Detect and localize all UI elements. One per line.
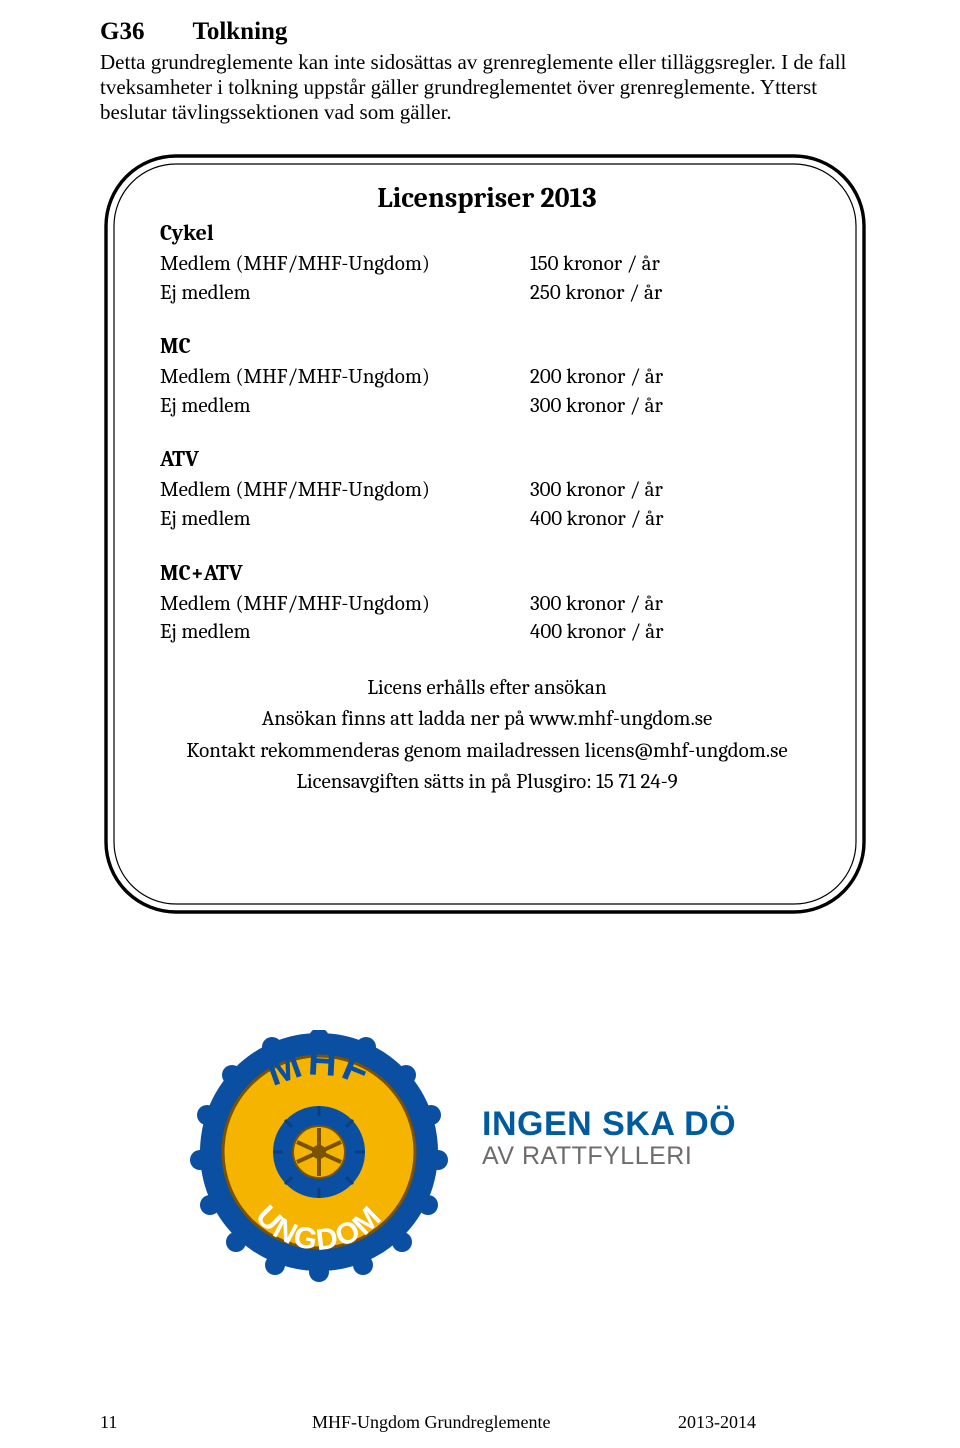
license-footer-line: Kontakt rekommenderas genom mailadressen… — [160, 736, 814, 768]
license-footer: Licens erhålls efter ansökan Ansökan fin… — [160, 673, 814, 799]
row-left: Ej medlem — [160, 392, 530, 421]
license-footer-line: Licens erhålls efter ansökan — [160, 673, 814, 705]
group-cykel: Cykel Medlem (MHF/MHF-Ungdom)150 kronor … — [160, 220, 814, 307]
row-left: Ej medlem — [160, 618, 530, 647]
group-mcatv: MC+ATV Medlem (MHF/MHF-Ungdom)300 kronor… — [160, 560, 814, 647]
row-right: 300 kronor / år — [530, 590, 663, 619]
price-row: Medlem (MHF/MHF-Ungdom)300 kronor / år — [160, 590, 814, 619]
price-row: Ej medlem400 kronor / år — [160, 505, 814, 534]
row-left: Medlem (MHF/MHF-Ungdom) — [160, 590, 530, 619]
section-body: Detta grundreglemente kan inte sidosätta… — [100, 50, 882, 124]
license-footer-line: Ansökan finns att ladda ner på www.mhf-u… — [160, 704, 814, 736]
price-row: Medlem (MHF/MHF-Ungdom)200 kronor / år — [160, 363, 814, 392]
mhf-ungdom-logo: MHF UNGDOM — [190, 1030, 448, 1284]
price-row: Ej medlem300 kronor / år — [160, 392, 814, 421]
tagline: INGEN SKA DÖ AV RATTFYLLERI — [482, 1105, 736, 1171]
price-row: Ej medlem250 kronor / år — [160, 279, 814, 308]
logo-row: MHF UNGDOM INGEN SKA DÖ AV RATTFYLLERI — [0, 1030, 960, 1284]
section-heading: G36 Tolkning — [100, 18, 882, 46]
group-mc: MC Medlem (MHF/MHF-Ungdom)200 kronor / å… — [160, 333, 814, 420]
license-footer-line: Licensavgiften sätts in på Plusgiro: 15 … — [160, 767, 814, 799]
section-title: Tolkning — [192, 18, 287, 45]
price-row: Ej medlem400 kronor / år — [160, 618, 814, 647]
row-right: 400 kronor / år — [530, 618, 663, 647]
footer-year: 2013-2014 — [678, 1412, 756, 1433]
row-left: Ej medlem — [160, 279, 530, 308]
row-right: 300 kronor / år — [530, 392, 663, 421]
footer-center: MHF-Ungdom Grundreglemente — [312, 1412, 550, 1433]
price-row: Medlem (MHF/MHF-Ungdom)300 kronor / år — [160, 476, 814, 505]
group-label: MC — [160, 333, 814, 359]
group-label: MC+ATV — [160, 560, 814, 586]
group-atv: ATV Medlem (MHF/MHF-Ungdom)300 kronor / … — [160, 446, 814, 533]
price-row: Medlem (MHF/MHF-Ungdom)150 kronor / år — [160, 250, 814, 279]
row-right: 250 kronor / år — [530, 279, 662, 308]
row-left: Medlem (MHF/MHF-Ungdom) — [160, 363, 530, 392]
tagline-line1: INGEN SKA DÖ — [482, 1105, 736, 1144]
row-right: 200 kronor / år — [530, 363, 663, 392]
group-label: Cykel — [160, 220, 814, 246]
row-left: Medlem (MHF/MHF-Ungdom) — [160, 250, 530, 279]
section-code: G36 — [100, 18, 144, 46]
group-label: ATV — [160, 446, 814, 472]
license-title: Licenspriser 2013 — [160, 182, 814, 214]
row-left: Ej medlem — [160, 505, 530, 534]
license-frame: Licenspriser 2013 Cykel Medlem (MHF/MHF-… — [104, 154, 866, 914]
row-right: 300 kronor / år — [530, 476, 663, 505]
tagline-line2: AV RATTFYLLERI — [482, 1142, 736, 1171]
page-number: 11 — [100, 1412, 117, 1433]
row-right: 400 kronor / år — [530, 505, 663, 534]
row-right: 150 kronor / år — [530, 250, 660, 279]
row-left: Medlem (MHF/MHF-Ungdom) — [160, 476, 530, 505]
